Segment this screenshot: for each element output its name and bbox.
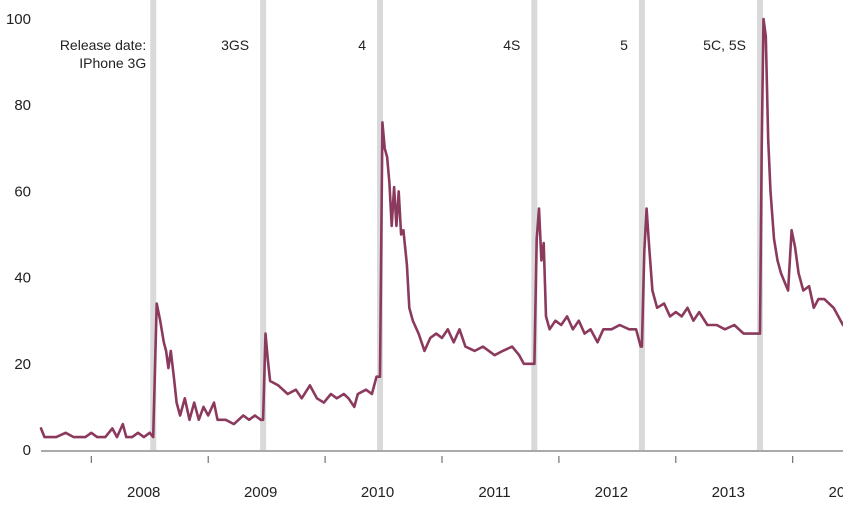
- release-band-0: [150, 0, 157, 450]
- y-axis-labels: 0 20 40 60 80 100: [6, 11, 31, 459]
- release-label-1: 3GS: [221, 37, 249, 53]
- release-date-labels: Release date: IPhone 3G 3GS 4 4S 5 5C, 5S: [60, 37, 746, 71]
- y-tick-label-0: 0: [23, 442, 31, 459]
- release-band-3: [531, 0, 538, 450]
- x-tick-label-2009: 2009: [244, 484, 277, 501]
- release-label-5: 5C, 5S: [703, 37, 746, 53]
- release-label-4: 5: [620, 37, 628, 53]
- x-tick-label-2010: 2010: [361, 484, 394, 501]
- x-tick-label-2014: 2014: [828, 484, 843, 501]
- release-bands: [150, 0, 763, 450]
- x-axis-ticks: [90, 456, 794, 463]
- search-interest-line: [39, 17, 843, 439]
- release-band-4: [638, 0, 645, 450]
- y-tick-label-80: 80: [14, 97, 31, 114]
- x-axis-labels: 2008 2009 2010 2011 2012 2013 2014: [127, 484, 843, 501]
- y-tick-label-20: 20: [14, 356, 31, 373]
- release-label-3: 4S: [503, 37, 520, 53]
- release-label-0: Release date: IPhone 3G: [60, 37, 146, 71]
- y-tick-label-60: 60: [14, 183, 31, 200]
- x-tick-label-2013: 2013: [712, 484, 745, 501]
- release-band-2: [377, 0, 384, 450]
- release-band-1: [260, 0, 267, 450]
- x-tick-label-2008: 2008: [127, 484, 160, 501]
- release-label-2: 4: [358, 37, 366, 53]
- x-tick-label-2012: 2012: [595, 484, 628, 501]
- x-tick-label-2011: 2011: [478, 484, 510, 501]
- y-tick-label-100: 100: [6, 11, 31, 28]
- y-tick-label-40: 40: [14, 270, 31, 287]
